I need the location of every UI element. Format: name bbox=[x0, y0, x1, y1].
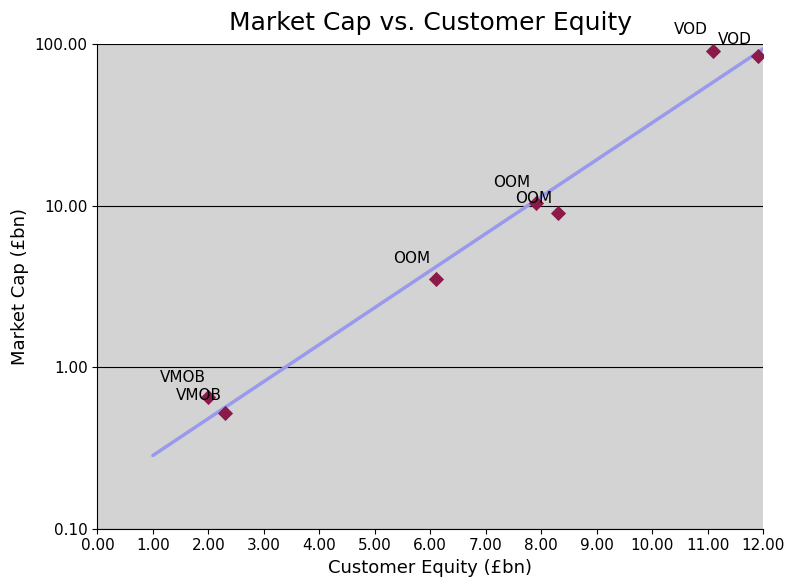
Point bbox=[430, 275, 443, 284]
Text: OOM: OOM bbox=[393, 252, 431, 266]
Text: VMOB: VMOB bbox=[159, 370, 205, 385]
Point bbox=[219, 408, 232, 417]
Text: VOD: VOD bbox=[674, 22, 708, 37]
Text: VMOB: VMOB bbox=[176, 388, 222, 403]
Point bbox=[529, 199, 542, 208]
Title: Market Cap vs. Customer Equity: Market Cap vs. Customer Equity bbox=[228, 11, 632, 35]
Point bbox=[202, 393, 215, 402]
Point bbox=[552, 208, 564, 218]
Text: OOM: OOM bbox=[493, 175, 530, 190]
Point bbox=[751, 52, 764, 61]
Point bbox=[707, 46, 720, 56]
Y-axis label: Market Cap (£bn): Market Cap (£bn) bbox=[11, 208, 29, 365]
X-axis label: Customer Equity (£bn): Customer Equity (£bn) bbox=[328, 559, 533, 577]
Text: OOM: OOM bbox=[515, 191, 552, 206]
Text: VOD: VOD bbox=[718, 32, 752, 47]
